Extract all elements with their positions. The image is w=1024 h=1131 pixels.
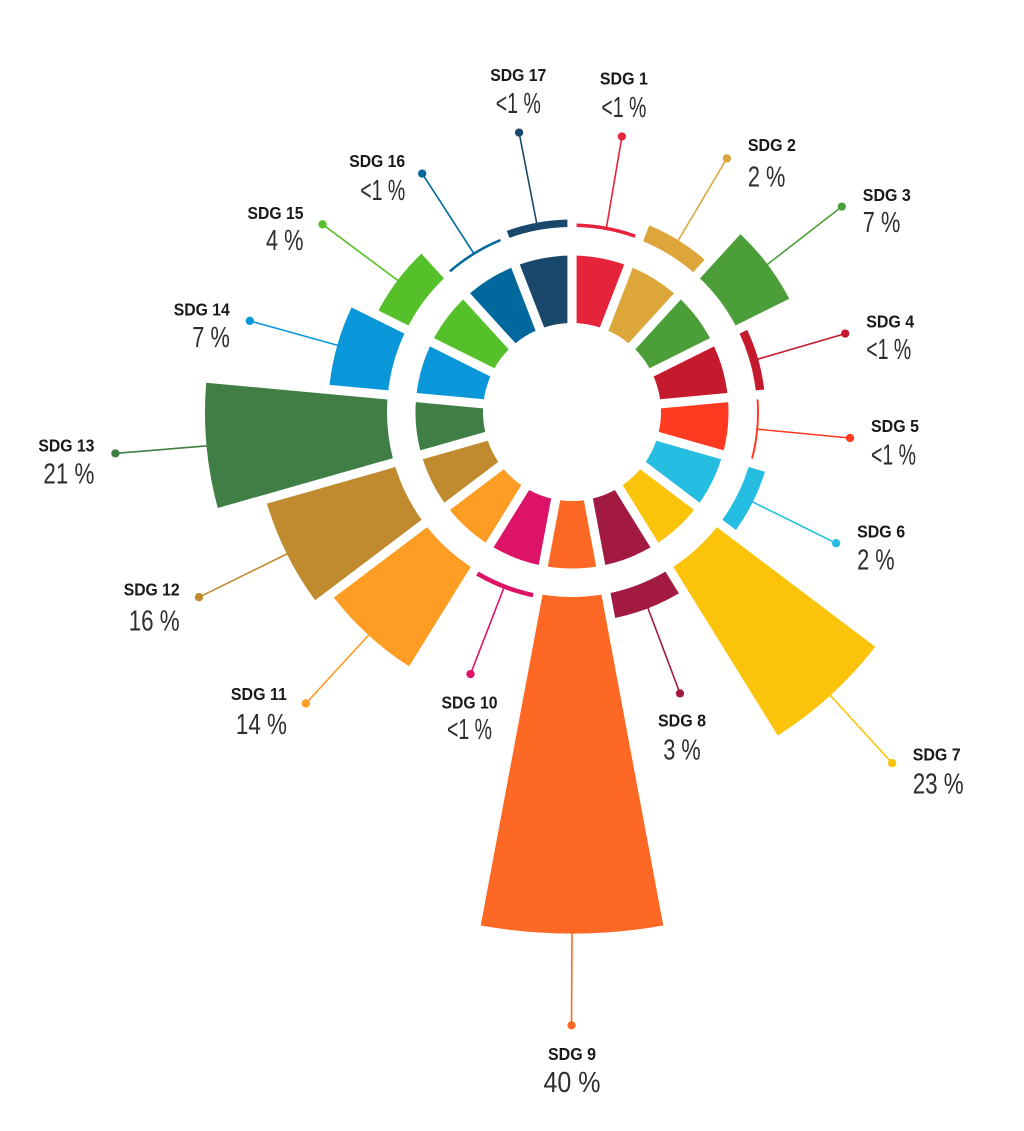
svg-text:<1 %: <1 % — [360, 175, 405, 207]
svg-text:21 %: 21 % — [43, 459, 94, 491]
svg-text:SDG 10: SDG 10 — [442, 693, 498, 713]
svg-text:3 %: 3 % — [663, 734, 701, 766]
svg-text:SDG 16: SDG 16 — [349, 151, 405, 171]
svg-text:SDG 3: SDG 3 — [863, 185, 911, 205]
svg-text:23 %: 23 % — [913, 768, 964, 800]
svg-text:<1 %: <1 % — [866, 334, 911, 366]
svg-text:SDG 9: SDG 9 — [548, 1044, 596, 1064]
svg-text:7 %: 7 % — [192, 322, 230, 354]
svg-text:SDG 7: SDG 7 — [913, 744, 961, 764]
svg-text:4 %: 4 % — [266, 225, 304, 257]
svg-text:<1 %: <1 % — [871, 440, 916, 472]
svg-text:<1 %: <1 % — [447, 714, 492, 746]
svg-text:16 %: 16 % — [129, 605, 180, 637]
svg-text:<1 %: <1 % — [601, 92, 646, 124]
svg-text:SDG 8: SDG 8 — [658, 711, 706, 731]
svg-text:SDG 4: SDG 4 — [866, 311, 914, 331]
svg-text:14 %: 14 % — [236, 709, 287, 741]
svg-text:40 %: 40 % — [544, 1067, 601, 1099]
svg-text:SDG 15: SDG 15 — [248, 203, 304, 223]
svg-text:SDG 6: SDG 6 — [857, 521, 905, 541]
svg-text:SDG 1: SDG 1 — [600, 69, 648, 89]
svg-text:SDG 2: SDG 2 — [748, 135, 796, 155]
svg-text:7 %: 7 % — [863, 207, 901, 239]
svg-text:SDG 12: SDG 12 — [124, 579, 180, 599]
svg-text:SDG 5: SDG 5 — [871, 416, 919, 436]
svg-text:2 %: 2 % — [748, 161, 786, 193]
svg-text:<1 %: <1 % — [496, 88, 541, 120]
svg-text:2 %: 2 % — [857, 544, 895, 576]
svg-text:SDG 14: SDG 14 — [174, 299, 230, 319]
svg-text:SDG 13: SDG 13 — [38, 436, 94, 456]
svg-text:SDG 17: SDG 17 — [490, 65, 546, 85]
svg-text:SDG 11: SDG 11 — [231, 684, 287, 704]
